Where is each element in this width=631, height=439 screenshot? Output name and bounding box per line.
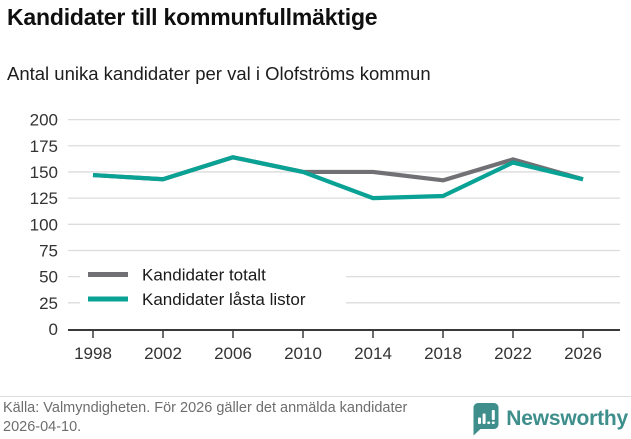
newsworthy-logo-icon [473, 403, 499, 436]
svg-text:75: 75 [39, 241, 58, 260]
legend-label: Kandidater totalt [142, 266, 266, 285]
svg-text:200: 200 [30, 111, 58, 130]
svg-text:2010: 2010 [284, 344, 322, 363]
y-axis-labels: 0 25 50 75 100 125 150 175 200 [30, 111, 58, 339]
svg-text:2018: 2018 [424, 344, 462, 363]
svg-text:2006: 2006 [214, 344, 252, 363]
svg-text:2026: 2026 [564, 344, 602, 363]
legend-label: Kandidater låsta listor [142, 290, 306, 309]
svg-text:0: 0 [49, 320, 58, 339]
svg-text:2022: 2022 [494, 344, 532, 363]
x-axis-labels: 1998 2002 2006 2010 2014 2018 2022 2026 [74, 344, 602, 363]
svg-text:125: 125 [30, 189, 58, 208]
svg-text:50: 50 [39, 268, 58, 287]
chart-title: Kandidater till kommunfullmäktige [7, 4, 378, 30]
newsworthy-logo: Newsworthy [468, 401, 628, 436]
series-line-lasta-listor [92, 155, 584, 201]
svg-text:1998: 1998 [74, 344, 112, 363]
x-axis [68, 329, 620, 338]
newsworthy-wordmark: Newsworthy [506, 406, 628, 430]
chart-subtitle: Antal unika kandidater per val i Olofstr… [7, 63, 431, 84]
chart-legend: Kandidater totalt Kandidater låsta listor [80, 262, 346, 315]
line-chart: 0 25 50 75 100 125 150 175 200 1998 2002 2006 2010 20… [30, 111, 620, 363]
source-note: Källa: Valmyndigheten. För 2026 gäller d… [3, 400, 408, 435]
svg-text:2014: 2014 [354, 344, 392, 363]
footer-divider [0, 396, 631, 397]
svg-text:100: 100 [30, 215, 58, 234]
svg-text:150: 150 [30, 163, 58, 182]
svg-text:175: 175 [30, 137, 58, 156]
svg-text:2002: 2002 [144, 344, 182, 363]
svg-text:25: 25 [39, 294, 58, 313]
